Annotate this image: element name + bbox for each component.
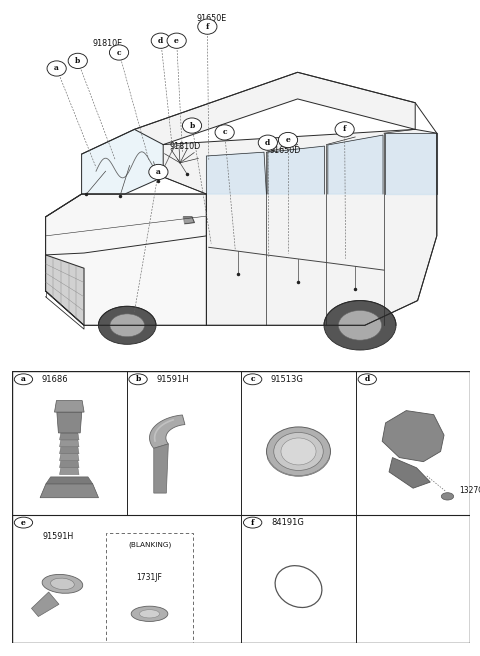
- Circle shape: [243, 374, 262, 384]
- Polygon shape: [328, 135, 383, 194]
- Ellipse shape: [50, 578, 74, 590]
- Polygon shape: [163, 129, 437, 325]
- Circle shape: [109, 45, 129, 60]
- Text: 91513G: 91513G: [271, 375, 304, 384]
- Text: e: e: [21, 519, 26, 527]
- Text: a: a: [54, 64, 59, 72]
- Ellipse shape: [338, 310, 382, 340]
- Text: e: e: [286, 136, 290, 144]
- Polygon shape: [60, 454, 79, 461]
- Ellipse shape: [324, 300, 396, 350]
- Polygon shape: [382, 411, 444, 462]
- Text: b: b: [75, 57, 80, 65]
- Text: (BLANKING): (BLANKING): [128, 541, 171, 548]
- Circle shape: [243, 517, 262, 528]
- Text: 91650E: 91650E: [196, 14, 227, 23]
- Circle shape: [278, 133, 298, 148]
- Polygon shape: [60, 447, 79, 454]
- Polygon shape: [389, 458, 430, 488]
- Text: 1731JF: 1731JF: [137, 573, 162, 582]
- Ellipse shape: [274, 432, 323, 470]
- Text: e: e: [174, 37, 179, 45]
- Circle shape: [215, 125, 234, 140]
- Polygon shape: [154, 444, 168, 493]
- Polygon shape: [60, 433, 79, 440]
- Text: f: f: [343, 125, 347, 133]
- Polygon shape: [60, 468, 79, 474]
- Text: c: c: [251, 375, 255, 383]
- Polygon shape: [46, 194, 206, 325]
- Circle shape: [14, 374, 33, 384]
- Circle shape: [129, 374, 147, 384]
- Circle shape: [358, 374, 376, 384]
- Polygon shape: [206, 152, 266, 194]
- Text: 91591H: 91591H: [42, 531, 73, 541]
- Polygon shape: [32, 592, 59, 617]
- Circle shape: [149, 165, 168, 180]
- Polygon shape: [60, 461, 79, 468]
- Circle shape: [258, 135, 277, 150]
- Ellipse shape: [131, 606, 168, 621]
- Text: d: d: [158, 37, 163, 45]
- Text: f: f: [251, 519, 254, 527]
- Circle shape: [167, 33, 186, 49]
- Circle shape: [198, 19, 217, 34]
- Ellipse shape: [139, 609, 160, 618]
- Polygon shape: [57, 412, 82, 433]
- Polygon shape: [60, 440, 79, 447]
- Text: 1327CB: 1327CB: [459, 486, 480, 495]
- Polygon shape: [46, 194, 206, 255]
- Text: 91810D: 91810D: [169, 142, 201, 151]
- Polygon shape: [46, 255, 84, 325]
- Ellipse shape: [110, 314, 144, 337]
- Text: b: b: [135, 375, 141, 383]
- Polygon shape: [40, 484, 98, 498]
- Text: d: d: [265, 138, 270, 147]
- Text: 91650D: 91650D: [270, 146, 301, 155]
- Circle shape: [47, 61, 66, 76]
- Circle shape: [182, 118, 202, 133]
- Text: c: c: [117, 49, 121, 56]
- Ellipse shape: [281, 438, 316, 465]
- Polygon shape: [134, 72, 415, 144]
- Text: f: f: [205, 23, 209, 31]
- Text: b: b: [190, 121, 194, 129]
- Text: 91591H: 91591H: [156, 375, 189, 384]
- Circle shape: [14, 517, 33, 528]
- Ellipse shape: [42, 575, 83, 593]
- Text: a: a: [156, 168, 161, 176]
- Circle shape: [441, 493, 454, 500]
- Ellipse shape: [98, 306, 156, 344]
- Text: a: a: [21, 375, 26, 383]
- Ellipse shape: [266, 427, 330, 476]
- Polygon shape: [46, 477, 93, 484]
- Polygon shape: [82, 129, 163, 194]
- Polygon shape: [183, 217, 194, 224]
- Text: 84191G: 84191G: [271, 518, 304, 527]
- Polygon shape: [385, 133, 437, 194]
- Text: 91810E: 91810E: [93, 39, 123, 49]
- Text: 91686: 91686: [42, 375, 69, 384]
- Text: d: d: [365, 375, 370, 383]
- Circle shape: [335, 122, 354, 137]
- Text: c: c: [222, 129, 227, 136]
- Circle shape: [151, 33, 170, 49]
- Polygon shape: [150, 415, 185, 448]
- Circle shape: [68, 53, 87, 68]
- Polygon shape: [55, 401, 84, 412]
- Polygon shape: [268, 146, 324, 194]
